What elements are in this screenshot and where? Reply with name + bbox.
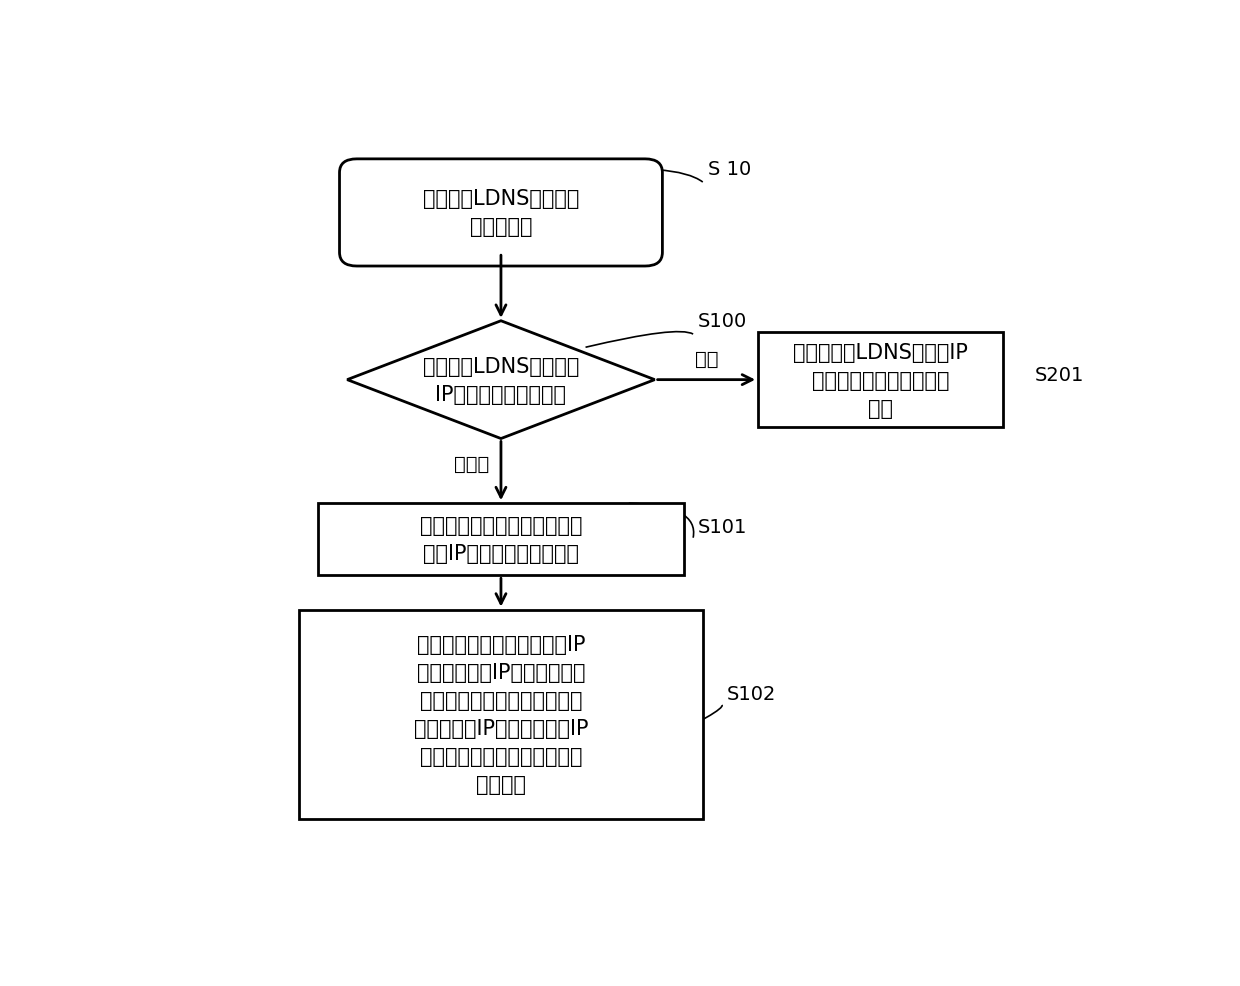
Polygon shape: [347, 321, 655, 439]
Text: S102: S102: [727, 684, 776, 703]
Bar: [299, 610, 703, 818]
FancyBboxPatch shape: [340, 160, 662, 267]
Text: S101: S101: [698, 517, 748, 536]
Bar: [319, 504, 683, 576]
Text: S201: S201: [1034, 365, 1084, 385]
Text: 具备: 具备: [694, 350, 718, 369]
Text: S 10: S 10: [708, 161, 751, 179]
Bar: [758, 333, 1003, 428]
Text: 将域名解析结果中落入网内IP
地址段集合的IP地址封装在回
复报文的地址列表的前端，将
未落入网内IP地址段集合的IP
地址封装在回复报文的地址列
表的最后: 将域名解析结果中落入网内IP 地址段集合的IP地址封装在回 复报文的地址列表的前…: [414, 634, 588, 795]
Text: 判断上级LDNS是否具备
IP地址优先级排序功能: 判断上级LDNS是否具备 IP地址优先级排序功能: [423, 356, 579, 404]
Text: 直接按上级LDNS返回的IP
地址优先级顺序生成回复
报文: 直接按上级LDNS返回的IP 地址优先级顺序生成回复 报文: [794, 342, 968, 418]
Text: 获取上级LDNS返回的域
名解析结果: 获取上级LDNS返回的域 名解析结果: [423, 189, 579, 238]
Text: 不具备: 不具备: [454, 455, 490, 473]
Text: S100: S100: [698, 313, 748, 331]
Text: 将域名解析结果与预先配置的
网内IP地址段集合进行比对: 将域名解析结果与预先配置的 网内IP地址段集合进行比对: [419, 516, 583, 564]
